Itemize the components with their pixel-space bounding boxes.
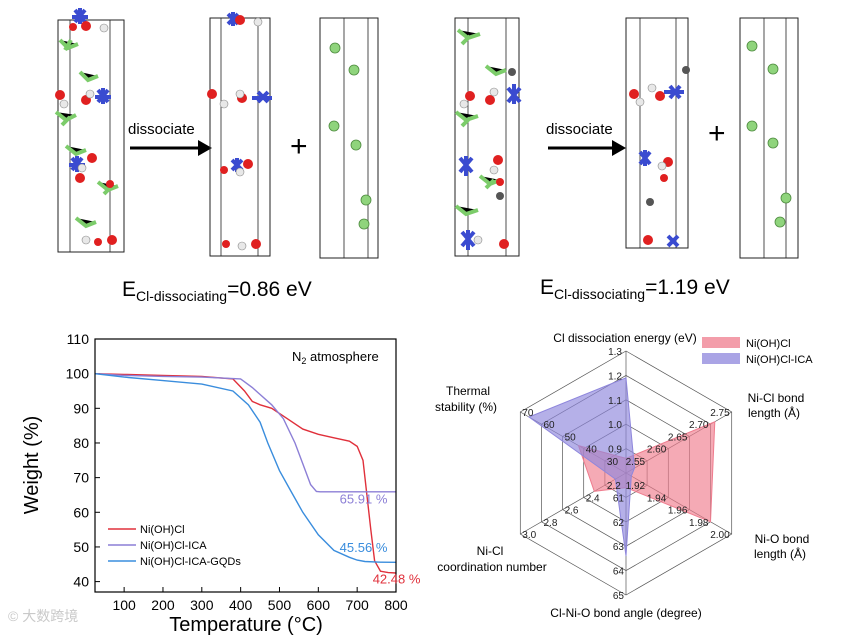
radar-series-area xyxy=(527,377,636,557)
radar-tick-label: 1.96 xyxy=(668,506,688,517)
radar-tick-label: 70 xyxy=(522,408,534,419)
watermark: © 大数跨境 xyxy=(8,608,79,624)
tga-series-line xyxy=(94,373,396,493)
cell-ni-oh-cl-ica-after xyxy=(625,17,690,249)
tga-y-tick-label: 110 xyxy=(67,331,90,347)
right-plus-sign: + xyxy=(708,117,726,150)
cell-ni-oh-cl-before xyxy=(54,8,125,253)
tga-y-tick-label: 80 xyxy=(73,435,89,451)
tga-x-tick-label: 500 xyxy=(268,597,292,613)
tga-plot-frame xyxy=(94,338,397,593)
radar-tick-label: 2.2 xyxy=(607,481,621,492)
radar-legend-label: Ni(OH)Cl xyxy=(746,338,791,350)
radar-tick-label: 65 xyxy=(613,591,625,602)
radar-axis-label-ur-line2: length (Å) xyxy=(748,405,800,420)
left-energy-label: ECl-dissociating=0.86 eV xyxy=(122,278,312,305)
tga-y-tick-label: 60 xyxy=(73,504,89,520)
radar-tick-label: 50 xyxy=(565,432,577,443)
tga-y-axis-label: Weight (%) xyxy=(21,416,43,515)
tga-legend-label: Ni(OH)Cl-ICA xyxy=(140,540,207,552)
tga-x-tick-label: 600 xyxy=(307,597,331,613)
tga-annotation: N2 atmosphere xyxy=(292,349,379,366)
radar-tick-label: 1.2 xyxy=(608,371,622,382)
left-arrow-label: dissociate xyxy=(128,121,195,138)
tga-legend-label: Ni(OH)Cl xyxy=(140,524,185,536)
radar-axis-label-ll-line2: coordination number xyxy=(437,560,546,574)
cell-ni-oh-cl-ica-before xyxy=(454,17,522,257)
radar-tick-label: 2.55 xyxy=(626,457,646,468)
radar-tick-label: 1.98 xyxy=(689,518,709,529)
tga-y-tick-label: 50 xyxy=(73,539,89,555)
radar-tick-label: 64 xyxy=(613,567,625,578)
tga-y-tick-label: 90 xyxy=(73,400,89,416)
right-arrow-label: dissociate xyxy=(546,121,613,138)
left-arrow-head xyxy=(198,140,212,156)
tga-x-tick-label: 100 xyxy=(112,597,136,613)
radar-tick-label: 62 xyxy=(613,518,625,529)
radar-tick-label: 2.70 xyxy=(689,420,709,431)
radar-tick-label: 1.0 xyxy=(608,420,622,431)
radar-tick-label: 2.65 xyxy=(668,432,688,443)
radar-tick-label: 2.75 xyxy=(710,408,730,419)
radar-tick-label: 60 xyxy=(544,420,556,431)
radar-axis-label-bottom: Cl-Ni-O bond angle (degree) xyxy=(550,606,701,620)
tga-data-label: 45.56 % xyxy=(340,540,388,555)
tga-x-tick-label: 200 xyxy=(151,597,175,613)
radar-axis-label-top: Cl dissociation energy (eV) xyxy=(553,331,696,345)
tga-x-tick-label: 700 xyxy=(345,597,369,613)
cell-cl-left xyxy=(319,17,379,259)
radar-tick-label: 1.92 xyxy=(626,481,646,492)
radar-axis-label-lr-line2: length (Å) xyxy=(754,546,806,561)
radar-tick-label: 30 xyxy=(607,457,619,468)
tga-x-tick-label: 800 xyxy=(384,597,408,613)
radar-tick-label: 40 xyxy=(586,445,598,456)
radar-axis-label-ur-line1: Ni-Cl bond xyxy=(748,391,805,405)
radar-tick-label: 1.1 xyxy=(608,396,622,407)
radar-tick-label: 1.94 xyxy=(647,493,667,504)
tga-legend-label: Ni(OH)Cl-ICA-GQDs xyxy=(140,556,241,568)
tga-y-tick-label: 70 xyxy=(73,470,89,486)
radar-tick-label: 3.0 xyxy=(522,530,536,541)
left-plus-sign: + xyxy=(290,130,308,163)
tga-x-tick-label: 300 xyxy=(190,597,214,613)
radar-axis-label-lr-line1: Ni-O bond xyxy=(755,532,810,546)
radar-axis-label-ll-line1: Ni-Cl xyxy=(477,544,504,558)
tga-y-tick-label: 100 xyxy=(66,366,90,382)
tga-chart: 100 200 300 400 500 600 700 800 40 50 60 70 80 90 100 1… xyxy=(21,331,420,636)
radar-tick-label: 0.9 xyxy=(608,445,622,456)
right-arrow-head xyxy=(612,140,626,156)
tga-data-label: 65.91 % xyxy=(340,492,388,507)
radar-tick-label: 61 xyxy=(613,493,625,504)
radar-tick-label: 63 xyxy=(613,542,625,553)
structures-figure: dissociate dissociate + + xyxy=(54,8,799,259)
radar-legend-swatch xyxy=(702,337,740,348)
tga-data-label: 42.48 % xyxy=(373,571,420,586)
radar-tick-label: 1.3 xyxy=(608,347,622,358)
radar-tick-label: 2.60 xyxy=(647,445,667,456)
tga-y-tick-label: 40 xyxy=(73,574,89,590)
radar-tick-label: 2.8 xyxy=(544,518,558,529)
right-energy-label: ECl-dissociating=1.19 eV xyxy=(540,276,730,303)
radar-tick-label: 2.6 xyxy=(565,506,579,517)
tga-x-tick-label: 400 xyxy=(229,597,253,613)
radar-tick-label: 2.4 xyxy=(586,493,600,504)
radar-axis-label-ul-line2: stability (%) xyxy=(435,400,497,414)
radar-legend-swatch xyxy=(702,353,740,364)
radar-tick-label: 2.00 xyxy=(710,530,730,541)
tga-x-axis-label: Temperature (°C) xyxy=(169,614,323,636)
radar-legend-label: Ni(OH)Cl-ICA xyxy=(746,354,813,366)
radar-axis-label-ul-line1: Thermal xyxy=(446,384,490,398)
cell-cl-right xyxy=(739,17,799,259)
cell-ni-oh-cl-after xyxy=(207,12,272,257)
tga-series-line xyxy=(94,373,397,563)
radar-chart: 0.91.01.11.21.32.552.602.652.702.751.921… xyxy=(435,331,813,620)
